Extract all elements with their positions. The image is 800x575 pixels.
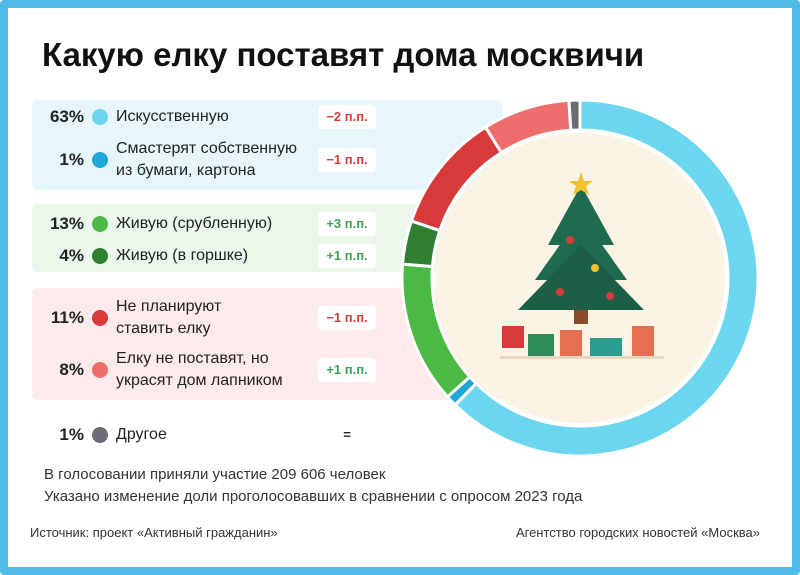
- donut-slice: [452, 98, 760, 458]
- footnote: В голосовании приняли участие 209 606 че…: [44, 466, 386, 483]
- value-label: 13%: [49, 214, 84, 233]
- change-badge: −2 п.п.: [318, 105, 376, 129]
- change-badge: −1 п.п.: [318, 148, 376, 172]
- change-badge: +1 п.п.: [318, 358, 376, 382]
- legend-label: Смастерят собственную из бумаги, картона: [116, 140, 297, 179]
- legend-label: Елку не поставят, но украсят дом лапнико…: [116, 350, 283, 389]
- legend-dot: [92, 216, 108, 232]
- value-label: 1%: [59, 150, 84, 169]
- chart-title: Какую елку поставят дома москвичи: [42, 36, 645, 73]
- legend-label: Живую (в горшке): [116, 247, 249, 264]
- value-label: 8%: [59, 360, 84, 379]
- legend-label: Живую (срубленную): [116, 215, 273, 232]
- value-label: 11%: [50, 308, 84, 327]
- legend-dot: [92, 310, 108, 326]
- change-badge: −1 п.п.: [318, 306, 376, 330]
- agency: Агентство городских новостей «Москва»: [515, 525, 760, 540]
- legend-dot: [92, 248, 108, 264]
- group-bg: [32, 100, 502, 190]
- legend-label: Не планируют ставить елку: [116, 298, 222, 337]
- change-badge: =: [318, 423, 376, 447]
- value-label: 63%: [49, 107, 84, 126]
- legend-dot: [92, 109, 108, 125]
- legend-label: Искусственную: [116, 108, 229, 125]
- value-label: 1%: [59, 425, 84, 444]
- legend-dot: [92, 427, 108, 443]
- value-label: 4%: [59, 246, 84, 265]
- legend-label: Другое: [116, 426, 167, 443]
- footnote: Указано изменение доли проголосовавших в…: [44, 488, 583, 505]
- source: Источник: проект «Активный гражданин»: [30, 525, 278, 540]
- legend-dot: [92, 152, 108, 168]
- change-badge: +3 п.п.: [318, 212, 376, 236]
- legend-dot: [92, 362, 108, 378]
- donut-slice: [567, 98, 582, 132]
- change-badge: +1 п.п.: [318, 244, 376, 268]
- tree-illustration: [500, 172, 664, 359]
